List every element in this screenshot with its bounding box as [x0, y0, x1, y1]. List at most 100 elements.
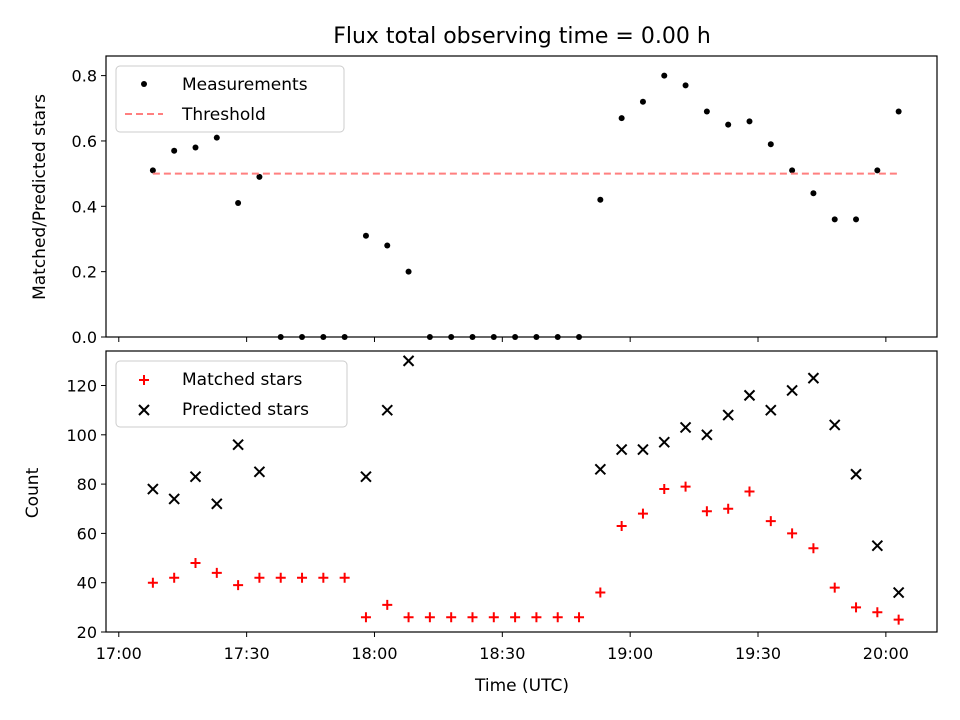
- matched-point: [531, 612, 542, 623]
- top-ytick-label: 0.2: [72, 263, 97, 282]
- matched-point: [787, 528, 798, 539]
- matched-point: [701, 506, 712, 517]
- legend-predicted-marker: [138, 404, 150, 416]
- predicted-point: [381, 404, 393, 416]
- matched-point: [169, 572, 180, 583]
- bottom-xtick-label: 19:30: [735, 644, 781, 663]
- matched-point: [403, 612, 414, 623]
- legend-measurements-marker: [141, 81, 147, 87]
- matched-point: [382, 599, 393, 610]
- bottom-ytick-label: 120: [66, 377, 97, 396]
- predicted-point: [402, 355, 415, 367]
- predicted-point: [701, 429, 713, 441]
- matched-point: [190, 557, 201, 568]
- measurement-point: [618, 115, 625, 122]
- legend-matched-marker: [139, 375, 149, 385]
- measurement-point: [853, 216, 860, 223]
- matched-point: [467, 612, 478, 623]
- matched-point: [872, 607, 883, 618]
- predicted-point: [211, 498, 223, 510]
- top-legend-box: [115, 65, 345, 133]
- predicted-point: [147, 483, 159, 495]
- predicted-point: [253, 466, 266, 478]
- predicted-point: [168, 493, 180, 505]
- predicted-point: [232, 438, 244, 451]
- matched-point: [360, 612, 371, 623]
- top-panel: 0.00.20.40.60.8 Matched/Predicted stars …: [30, 55, 938, 347]
- top-ytick-label: 0.4: [72, 197, 97, 216]
- matched-point: [488, 612, 499, 623]
- bottom-xtick-label: 19:00: [607, 644, 653, 663]
- measurement-point: [661, 72, 668, 79]
- measurement-point: [703, 108, 710, 115]
- measurement-point: [256, 173, 263, 180]
- top-ytick-label: 0.6: [72, 132, 97, 151]
- top-ytick-label: 0.0: [72, 328, 97, 347]
- measurement-point: [149, 167, 156, 174]
- predicted-point: [722, 409, 734, 421]
- measurement-point: [597, 196, 604, 203]
- measurement-point: [384, 242, 391, 249]
- bottom-ticks: 20 40 60 80 100 120 17:00 17:30 18:00 18:30 19:00 1…: [66, 377, 908, 663]
- matched-point: [510, 612, 521, 623]
- measurement-point: [213, 134, 220, 141]
- matched-point: [744, 486, 755, 497]
- matched-point: [424, 612, 435, 623]
- measurement-point: [639, 98, 646, 105]
- matched-point: [851, 602, 862, 613]
- measurement-point: [874, 167, 881, 174]
- bottom-xtick-label: 18:30: [479, 644, 525, 663]
- measurement-point: [895, 108, 902, 115]
- predicted-point: [786, 384, 798, 397]
- bottom-axes-frame: [105, 350, 938, 633]
- predicted-point: [594, 463, 607, 476]
- measurement-point: [831, 216, 838, 223]
- measurement-point: [192, 144, 199, 151]
- top-axes-frame: [105, 55, 938, 338]
- predicted-point: [807, 372, 820, 384]
- matched-point: [808, 543, 819, 554]
- measurement-point: [405, 268, 412, 275]
- top-ylabel: Matched/Predicted stars: [30, 94, 50, 300]
- bottom-legend: Matched stars Predicted stars: [115, 360, 348, 428]
- matched-point: [147, 577, 158, 588]
- matched-point: [680, 481, 691, 492]
- bottom-ytick-label: 60: [77, 524, 97, 543]
- top-ticks: 0.0 0.2 0.4 0.6 0.8: [72, 67, 887, 347]
- predicted-point: [829, 419, 841, 431]
- predicted-point: [871, 540, 884, 552]
- measurement-point: [767, 141, 774, 148]
- matched-point: [446, 612, 457, 623]
- matched-point: [339, 572, 350, 583]
- bottom-panel: 20 40 60 80 100 120 17:00 17:30 18:00 18:30 19:00 1…: [23, 350, 938, 696]
- matched-point: [318, 572, 329, 583]
- measurement-point: [235, 200, 242, 207]
- measurement-point: [362, 232, 369, 239]
- matched-point: [211, 567, 222, 578]
- top-legend: Measurements Threshold: [115, 65, 345, 133]
- bottom-xtick-label: 17:00: [96, 644, 142, 663]
- legend-matched-label: Matched stars: [182, 370, 302, 390]
- matched-point: [616, 521, 627, 532]
- predicted-point: [658, 436, 670, 448]
- bottom-ytick-label: 100: [66, 426, 97, 445]
- bottom-xlabel: Time (UTC): [474, 676, 569, 696]
- predicted-point: [743, 389, 756, 402]
- bottom-legend-box: [115, 360, 348, 428]
- bottom-xtick-label: 20:00: [863, 644, 909, 663]
- legend-threshold-label: Threshold: [181, 105, 266, 125]
- bottom-ytick-label: 80: [77, 475, 97, 494]
- bottom-xtick-label: 17:30: [224, 644, 270, 663]
- measurement-point: [746, 118, 753, 125]
- matched-point: [893, 614, 904, 625]
- matched-point: [275, 572, 286, 583]
- matched-point: [254, 572, 265, 583]
- matched-point: [297, 572, 308, 583]
- matched-point: [659, 484, 670, 495]
- matched-point: [595, 587, 606, 598]
- top-ytick-label: 0.8: [72, 67, 97, 86]
- bottom-ylabel: Count: [23, 467, 43, 518]
- bottom-xtick-label: 18:00: [351, 644, 397, 663]
- predicted-point: [615, 443, 628, 456]
